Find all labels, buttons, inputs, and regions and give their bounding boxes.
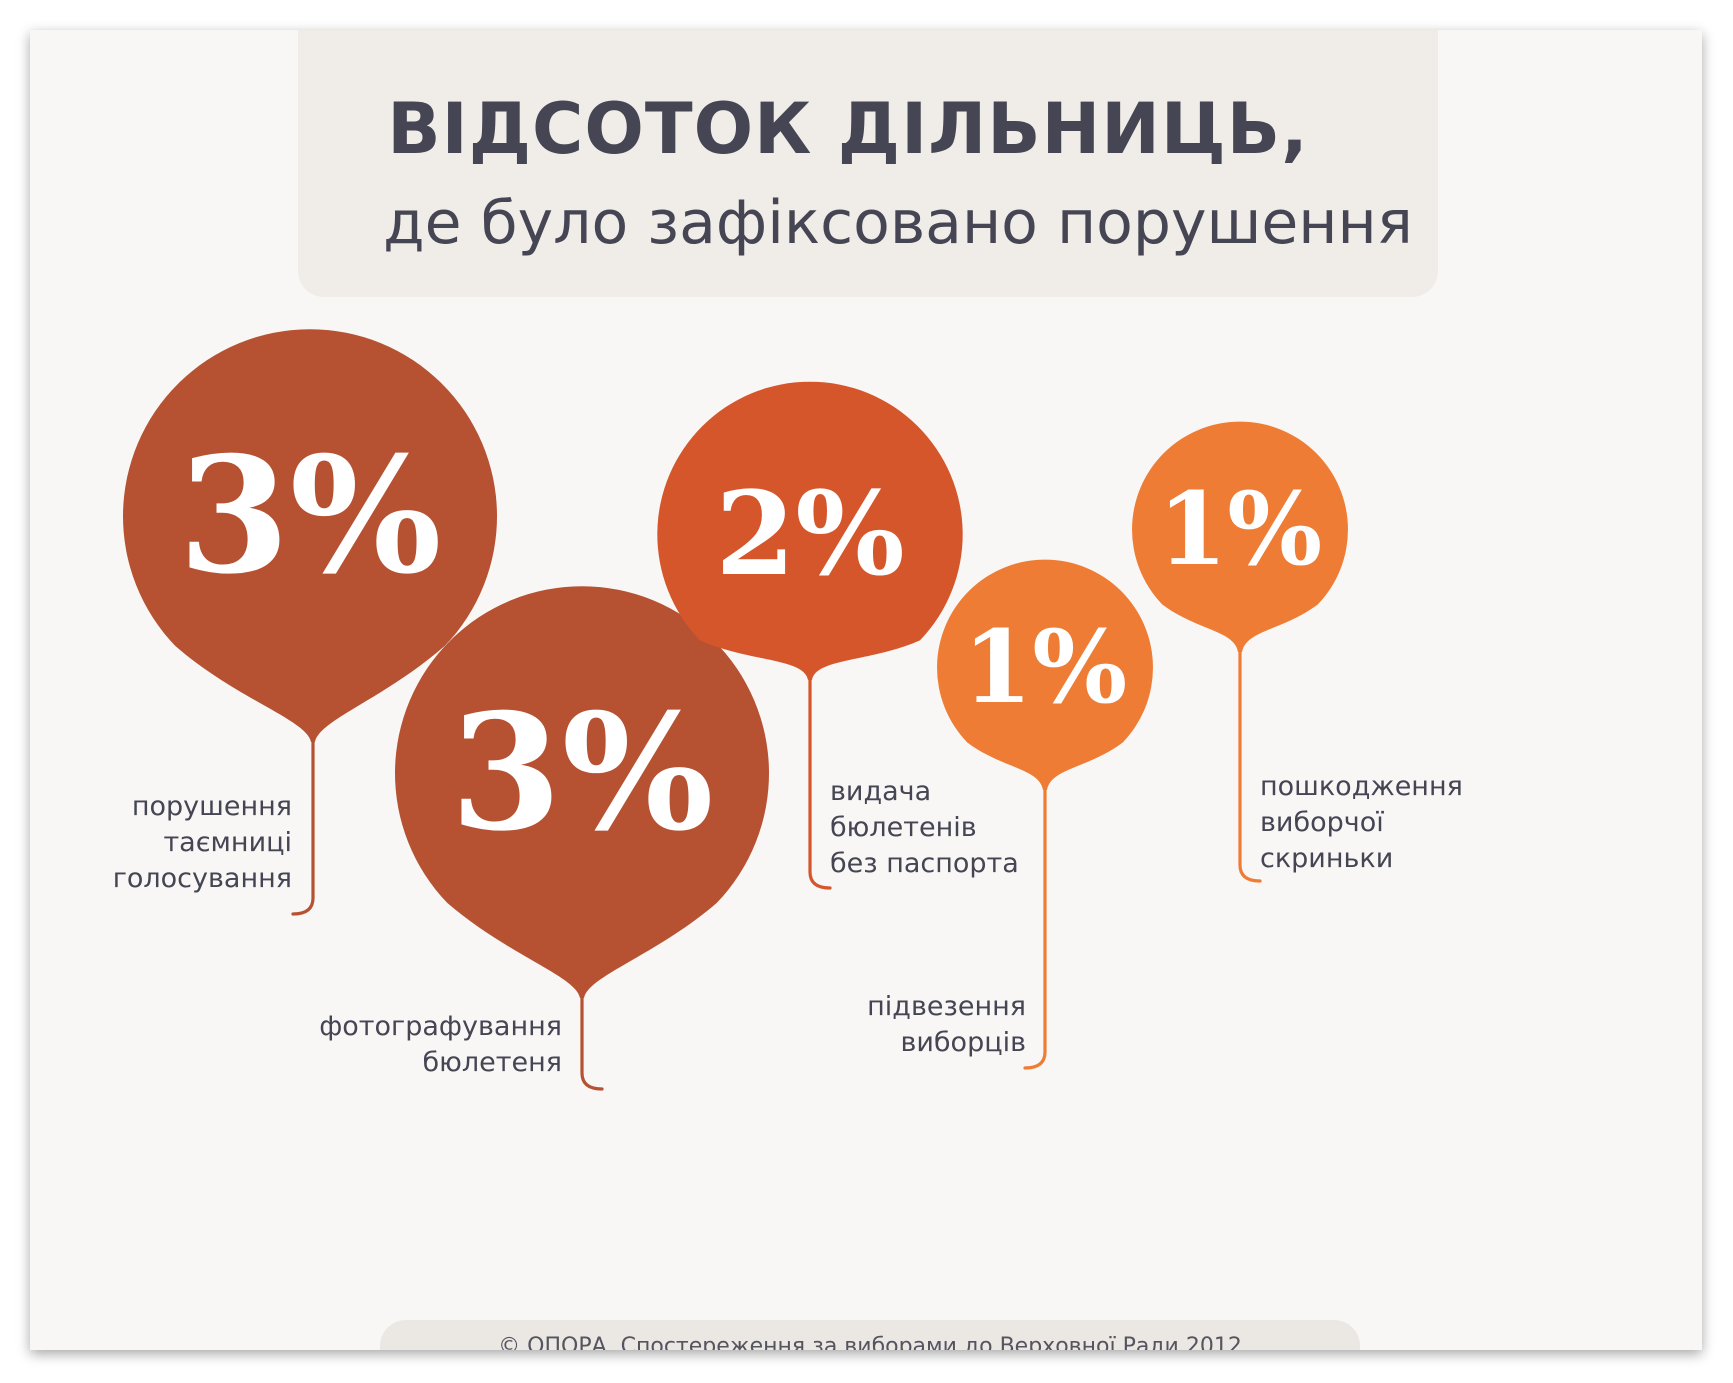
- bubble-stem: [808, 674, 832, 890]
- category-label: таємниці: [163, 827, 292, 858]
- category-label: підвезення: [867, 991, 1026, 1022]
- bubble-shape: [123, 329, 498, 742]
- bubble-shape: [657, 381, 963, 680]
- bubble-2: 3% фотографування бюлетеня: [319, 586, 769, 1091]
- bubble-5: 1% пошкодження виборчої скриньки: [1132, 421, 1463, 883]
- bubble-stem: [291, 736, 315, 916]
- percent-label: 3%: [450, 678, 713, 866]
- category-label: бюлетенів: [830, 812, 977, 843]
- category-label: бюлетеня: [423, 1047, 562, 1078]
- category-label: голосування: [113, 863, 292, 894]
- title-box: ВІДСОТОК ДІЛЬНИЦЬ, де було зафіксовано п…: [298, 30, 1438, 297]
- category-label: скриньки: [1260, 843, 1393, 874]
- infographic-card: ВІДСОТОК ДІЛЬНИЦЬ, де було зафіксовано п…: [30, 30, 1702, 1350]
- percent-label: 3%: [178, 421, 441, 609]
- category-label: видача: [830, 776, 931, 807]
- category-label: виборців: [900, 1027, 1026, 1058]
- category-label: пошкодження: [1260, 771, 1463, 802]
- percent-label: 1%: [963, 608, 1128, 726]
- bubble-1: 3% порушення таємниці голосування: [113, 329, 498, 916]
- category-label: фотографування: [319, 1011, 562, 1042]
- bubble-stem: [580, 992, 604, 1091]
- bubble-chart: 3% порушення таємниці голосування 3% фотограф…: [113, 329, 1463, 1091]
- page-title: ВІДСОТОК ДІЛЬНИЦЬ,: [387, 88, 1309, 170]
- category-label: виборчої: [1260, 807, 1384, 838]
- page-subtitle: де було зафіксовано порушення: [383, 188, 1413, 258]
- percent-label: 1%: [1158, 470, 1323, 588]
- bubble-stem: [1238, 646, 1262, 883]
- bubble-3: 2% видача бюлетенів без паспорта: [657, 381, 1019, 890]
- bubble-stem: [1023, 784, 1047, 1070]
- footer-box: © ОПОРА, Спостереження за виборами до Ве…: [380, 1320, 1360, 1350]
- bubble-shape: [937, 559, 1153, 790]
- percent-label: 2%: [715, 467, 904, 602]
- source-credit: © ОПОРА, Спостереження за виборами до Ве…: [498, 1334, 1242, 1350]
- bubble-shape: [395, 586, 769, 998]
- category-label: порушення: [132, 791, 292, 822]
- category-label: без паспорта: [830, 848, 1019, 879]
- bubble-4: 1% підвезення виборців: [867, 559, 1153, 1070]
- bubble-shape: [1132, 421, 1348, 652]
